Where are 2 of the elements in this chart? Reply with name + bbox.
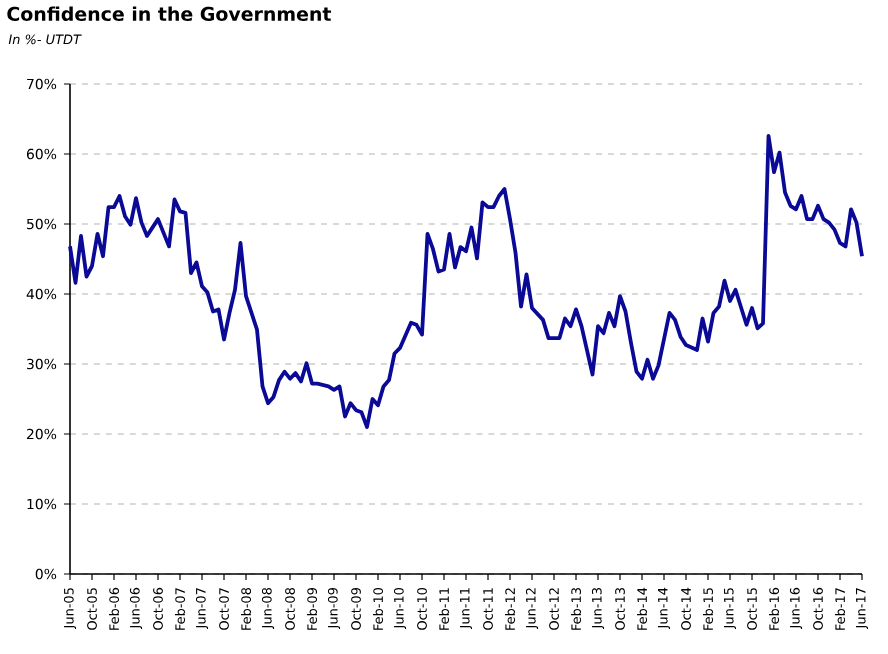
line-series: [68, 133, 864, 429]
chart-title: Confidence in the Government: [7, 6, 331, 22]
